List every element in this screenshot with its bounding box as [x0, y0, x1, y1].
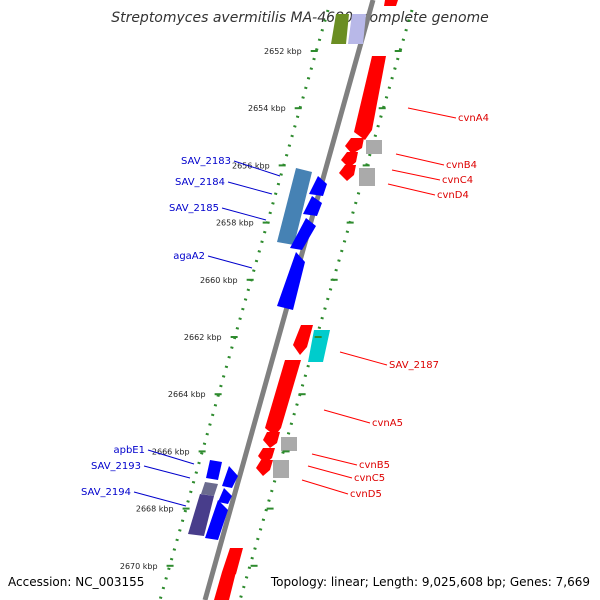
leader-SAV_2187 — [339, 351, 388, 366]
leader-cvnB5 — [311, 453, 358, 466]
gene-cvnD4-gray — [359, 168, 375, 186]
gene-cvnD4-a — [341, 152, 358, 168]
forward-genes — [214, 56, 386, 600]
gene-bottom-2 — [214, 572, 236, 600]
gene-cvnC4 — [366, 140, 382, 154]
label-SAV_2187: SAV_2187 — [389, 360, 439, 371]
gene-SAV_2187 — [293, 325, 313, 355]
gene-SAV_2193 — [201, 482, 218, 496]
tick-label: 2656 kbp — [232, 161, 270, 170]
gene-cvnD5-gray — [273, 460, 289, 478]
label-cvnD4: cvnD4 — [437, 190, 469, 201]
label-SAV_2184: SAV_2184 — [175, 177, 225, 188]
tick-label: 2664 kbp — [168, 390, 206, 399]
gene-SAV_2194 — [188, 494, 214, 536]
leader-SAV_2183 — [233, 160, 281, 177]
tick-label: 2668 kbp — [136, 505, 174, 514]
tick-label: 2660 kbp — [200, 276, 238, 285]
gene-SAV_2183 — [277, 168, 312, 245]
gene-apbE1-b — [222, 466, 238, 488]
leader-cvnB4 — [395, 153, 445, 166]
reverse-gene-labels: SAV_2183 SAV_2184 SAV_2185 agaA2 apbE1 S… — [81, 156, 231, 498]
gene-cvnB4 — [345, 138, 364, 154]
label-SAV_2193: SAV_2193 — [91, 461, 141, 472]
tick-label: 2654 kbp — [248, 104, 286, 113]
gene-SAV_2187-cyan — [308, 330, 330, 362]
label-SAV_2183: SAV_2183 — [181, 156, 231, 167]
tick-label: 2666 kbp — [152, 447, 190, 456]
gene-apbE1-a — [206, 460, 222, 480]
label-agaA2: agaA2 — [173, 251, 205, 262]
accession-text: Accession: NC_003155 — [8, 575, 144, 589]
label-cvnA4: cvnA4 — [458, 113, 489, 124]
label-SAV_2194: SAV_2194 — [81, 487, 131, 498]
forward-track-guide — [238, 9, 414, 600]
leader-SAV_2184 — [227, 181, 273, 195]
label-cvnB4: cvnB4 — [446, 160, 477, 171]
reverse-track-guide — [158, 9, 330, 600]
gene-cvnA4 — [354, 56, 386, 140]
tick-label: 2662 kbp — [184, 333, 222, 342]
tick-marks: 2652 kbp 2654 kbp 2656 kbp 2658 kbp 2660 kbp… — [120, 47, 402, 571]
gene-SAV_2193-b — [218, 488, 232, 504]
label-cvnD5: cvnD5 — [350, 489, 382, 500]
gene-SAV_2184-a — [309, 176, 327, 196]
gene-cvnD5-b — [256, 460, 273, 476]
leader-cvnD4 — [387, 183, 436, 196]
leader-apbE1 — [147, 449, 195, 465]
gene-cvnA5 — [265, 360, 301, 436]
gene-partial-top-lavender — [348, 14, 366, 44]
gene-agaA2 — [277, 252, 305, 310]
leader-cvnD5 — [301, 479, 349, 495]
leader-SAV_2193 — [143, 465, 191, 479]
leader-SAV_2194 — [133, 491, 187, 507]
leader-cvnA4 — [407, 107, 457, 119]
leader-cvnC5 — [307, 465, 353, 479]
gene-partial-top-olive — [331, 14, 349, 44]
map-title: Streptomyces avermitilis MA-4680, comple… — [111, 10, 489, 26]
leader-cvnC4 — [391, 169, 441, 181]
gene-cvnD4-b — [339, 165, 356, 181]
gene-SAV_2184-b — [303, 196, 322, 216]
label-cvnA5: cvnA5 — [372, 418, 403, 429]
forward-gene-labels: cvnA4 cvnB4 cvnC4 cvnD4 SAV_2187 cvnA5 c… — [350, 113, 489, 500]
tick-label: 2652 kbp — [264, 47, 302, 56]
gene-cvnB5 — [263, 432, 280, 448]
label-SAV_2185: SAV_2185 — [169, 203, 219, 214]
tick-label: 2658 kbp — [216, 219, 254, 228]
label-cvnC4: cvnC4 — [442, 175, 473, 186]
label-cvnC5: cvnC5 — [354, 473, 385, 484]
label-apbE1: apbE1 — [113, 445, 145, 456]
leader-agaA2 — [207, 255, 253, 269]
leader-SAV_2185 — [221, 207, 267, 221]
gene-SAV_2194-b — [205, 500, 228, 540]
tick-label: 2670 kbp — [120, 562, 158, 571]
gene-partial-top-red — [384, 0, 398, 6]
leader-lines — [133, 107, 457, 507]
leader-cvnA5 — [323, 409, 371, 424]
genome-stats-text: Topology: linear; Length: 9,025,608 bp; … — [270, 575, 590, 589]
gene-cvnC5 — [281, 437, 297, 451]
reverse-genes — [188, 168, 327, 540]
label-cvnB5: cvnB5 — [359, 460, 390, 471]
gene-SAV_2185 — [290, 218, 316, 250]
